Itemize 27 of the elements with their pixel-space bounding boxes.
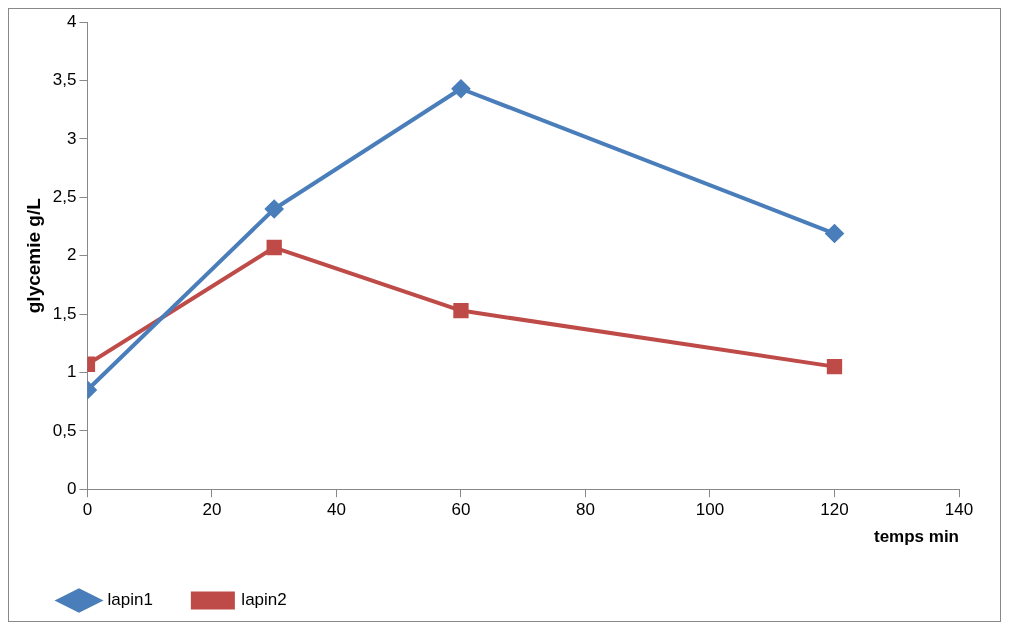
point bbox=[266, 239, 282, 256]
y-axis-title: glycemie g/L bbox=[22, 197, 44, 314]
y-tick-label: 2,5 bbox=[52, 187, 77, 207]
point bbox=[826, 358, 843, 375]
y-tick-label: 0 bbox=[66, 478, 77, 498]
y-tick-label: 4 bbox=[66, 11, 77, 31]
x-tick-label: 20 bbox=[202, 500, 222, 520]
y-tick-label: 1,5 bbox=[52, 303, 77, 323]
point bbox=[825, 224, 844, 243]
x-tick-label: 100 bbox=[695, 500, 725, 520]
x-axis-title: temps min bbox=[873, 527, 959, 547]
y-tick-label: 0,5 bbox=[52, 420, 77, 440]
y-tick-label: 2 bbox=[66, 245, 77, 265]
point bbox=[451, 79, 470, 98]
x-tick-label: 0 bbox=[82, 500, 93, 520]
point bbox=[453, 302, 469, 319]
y-tick-label: 3,5 bbox=[52, 70, 77, 90]
x-tick-label: 80 bbox=[576, 500, 595, 520]
x-tick-label: 60 bbox=[451, 500, 471, 520]
point bbox=[265, 200, 284, 218]
legend-label: lapin2 bbox=[241, 590, 287, 610]
x-tick-label: 120 bbox=[820, 500, 849, 520]
x-tick-label: 40 bbox=[326, 500, 346, 520]
legend-label: lapin1 bbox=[107, 590, 153, 610]
x-tick-label: 140 bbox=[944, 500, 974, 520]
y-tick-label: 1 bbox=[66, 362, 77, 382]
y-tick-label: 3 bbox=[66, 128, 77, 148]
